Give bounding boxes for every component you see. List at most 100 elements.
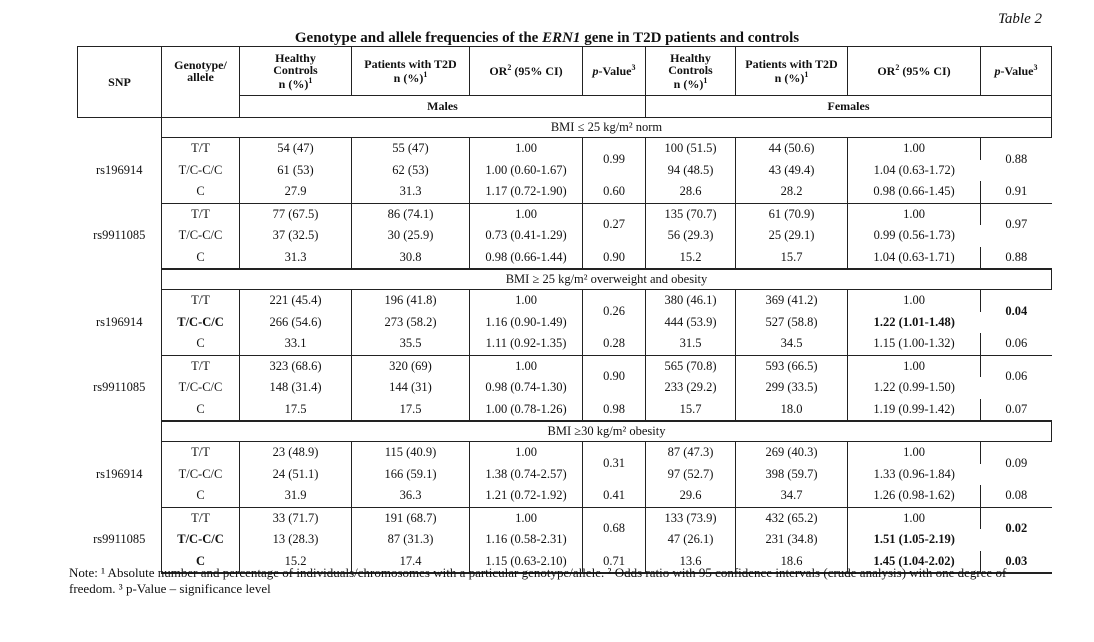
cell-hf: 135 (70.7): [645, 203, 736, 225]
cell-pm: 36.3: [351, 485, 470, 508]
cell-pf_p: 0.07: [980, 398, 1052, 422]
snp-cell: rs9911085: [77, 507, 162, 573]
table-row: T/C-C/C 37 (32.5) 30 (25.9) 0.73 (0.41-1.29…: [78, 225, 1052, 247]
cell-of: 1.00: [847, 137, 981, 160]
cell-pm: 17.4: [351, 550, 470, 574]
table-row: rs196914 T/T 221 (45.4) 196 (41.8) 1.00 0.26 3…: [77, 289, 1052, 355]
cell-pf: 269 (40.3): [735, 441, 848, 464]
cell-hf: 47 (26.1): [645, 529, 736, 551]
table-row: C 31.3 30.8 0.98 (0.66-1.44) 0.90 15.2 15.7 1.0…: [78, 246, 1052, 270]
cell-hm: 77 (67.5): [239, 203, 352, 225]
cell-hf: 87 (47.3): [645, 441, 736, 464]
cell-pf_p: 0.03: [980, 550, 1052, 574]
header-or-females: OR2 (95% CI): [847, 46, 981, 96]
cell-p-females: 0.97: [1005, 217, 1028, 232]
cell-g: T/T: [161, 441, 240, 464]
table-row: C 27.9 31.3 1.17 (0.72-1.90) 0.60 28.6 28.2 0.9…: [78, 181, 1052, 204]
cell-of: 1.51 (1.05-2.19): [873, 532, 955, 547]
cell-pm: 55 (47): [351, 137, 470, 160]
cell-hf: 100 (51.5): [645, 137, 736, 160]
table-row: T/C-C/C 24 (51.1) 166 (59.1) 1.38 (0.74-2.5…: [78, 463, 1052, 485]
cell-pf_p: 0.06: [980, 333, 1052, 356]
cell-pm: 320 (69): [351, 355, 470, 377]
cell-pm: 30 (25.9): [351, 225, 470, 247]
cell-of: 1.26 (0.98-1.62): [847, 485, 981, 508]
cell-pm: 191 (68.7): [351, 507, 470, 529]
cell-pm: 196 (41.8): [351, 289, 470, 312]
bmi-band-row: BMI ≤ 25 kg/m² norm: [78, 117, 1052, 138]
cell-om: 1.00: [469, 289, 583, 312]
cell-pm: 115 (40.9): [351, 441, 470, 464]
cell-pm: 30.8: [351, 246, 470, 270]
cell-hm: 33 (71.7): [239, 507, 352, 529]
cell-hf: 29.6: [645, 485, 736, 508]
cell-om: 1.11 (0.92-1.35): [469, 333, 583, 356]
header-patients-females: Patients with T2D n (%)1: [735, 46, 848, 96]
cell-of: 1.45 (1.04-2.02): [847, 550, 981, 574]
cell-pf_p: 0.91: [980, 181, 1052, 204]
cell-p-females: 0.09: [1005, 455, 1028, 470]
cell-om: 1.38 (0.74-2.57): [469, 463, 583, 485]
cell-hf: 444 (53.9): [645, 311, 736, 333]
cell-pm: 62 (53): [351, 159, 470, 181]
cell-hf: 133 (73.9): [645, 507, 736, 529]
table-row: C 17.5 17.5 1.00 (0.78-1.26) 0.98 15.7 18.0 1.1…: [78, 398, 1052, 422]
cell-pm_p: 0.71: [582, 550, 646, 574]
table-row: rs9911085 T/T 77 (67.5) 86 (74.1) 1.00 0.27 13…: [77, 203, 1052, 269]
cell-hf: 56 (29.3): [645, 225, 736, 247]
cell-pm: 273 (58.2): [351, 311, 470, 333]
bmi-band-label: BMI ≤ 25 kg/m² norm: [161, 117, 1052, 138]
cell-pf: 25 (29.1): [735, 225, 848, 247]
table-row: C 31.9 36.3 1.21 (0.72-1.92) 0.41 29.6 34.7 1.2…: [78, 485, 1052, 508]
cell-hf: 15.7: [645, 398, 736, 422]
cell-g: T/T: [161, 289, 240, 312]
cell-hf: 565 (70.8): [645, 355, 736, 377]
cell-om: 1.21 (0.72-1.92): [469, 485, 583, 508]
cell-om: 1.00: [469, 507, 583, 529]
table-title: Genotype and allele frequencies of the E…: [294, 30, 800, 46]
table-row: T/C-C/C 266 (54.6) 273 (58.2) 1.16 (0.90-1.…: [78, 311, 1052, 333]
cell-g: T/C-C/C: [161, 463, 240, 485]
cell-p-males: 0.99: [582, 137, 646, 181]
cell-hf: 380 (46.1): [645, 289, 736, 312]
cell-om: 1.15 (0.63-2.10): [469, 550, 583, 574]
cell-hf: 15.2: [645, 246, 736, 270]
cell-hm: 323 (68.6): [239, 355, 352, 377]
cell-g: T/C-C/C: [161, 225, 240, 247]
header-p-females: p-Value3: [980, 46, 1052, 96]
cell-g: T/C-C/C: [161, 311, 240, 333]
cell-p-females: 0.88: [1005, 151, 1028, 166]
cell-hm: 13 (28.3): [239, 529, 352, 551]
frequency-table: SNP Genotype/allele Healthy Controls n (%)…: [77, 46, 1052, 574]
table-row: rs9911085 T/T 323 (68.6) 320 (69) 1.00 0.90 56…: [77, 355, 1052, 421]
cell-pm: 87 (31.3): [351, 529, 470, 551]
header-healthy-males: Healthy Controls n (%)1: [239, 46, 352, 96]
cell-om: 1.00: [469, 203, 583, 225]
cell-pm_p: 0.41: [582, 485, 646, 508]
cell-of: 1.00: [847, 203, 981, 225]
snp-cell: rs9911085: [77, 355, 162, 421]
cell-hf: 94 (48.5): [645, 159, 736, 181]
cell-hm: 27.9: [239, 181, 352, 204]
cell-pf: 527 (58.8): [735, 311, 848, 333]
cell-of: 0.99 (0.56-1.73): [873, 228, 955, 243]
cell-of: 1.00: [847, 441, 981, 464]
cell-hm: 31.9: [239, 485, 352, 508]
header-or-males: OR2 (95% CI): [469, 46, 583, 96]
cell-hm: 31.3: [239, 246, 352, 270]
cell-p-males: 0.90: [582, 355, 646, 399]
cell-pm: 144 (31): [351, 377, 470, 399]
cell-p-males: 0.31: [582, 441, 646, 485]
cell-of: 0.98 (0.66-1.45): [847, 181, 981, 204]
cell-g: T/T: [161, 203, 240, 225]
cell-om: 1.17 (0.72-1.90): [469, 181, 583, 204]
cell-of: 1.19 (0.99-1.42): [847, 398, 981, 422]
cell-p-females: 0.04: [1005, 303, 1028, 318]
header-healthy-females: Healthy Controls n (%)1: [645, 46, 736, 96]
table-note: Note: ¹ Absolute number and percentage o…: [69, 565, 1007, 597]
cell-pf: 398 (59.7): [735, 463, 848, 485]
cell-om: 1.00: [469, 137, 583, 160]
cell-hf: 28.6: [645, 181, 736, 204]
cell-om: 1.00 (0.78-1.26): [469, 398, 583, 422]
bmi-band-row: BMI ≥30 kg/m² obesity: [78, 420, 1052, 442]
